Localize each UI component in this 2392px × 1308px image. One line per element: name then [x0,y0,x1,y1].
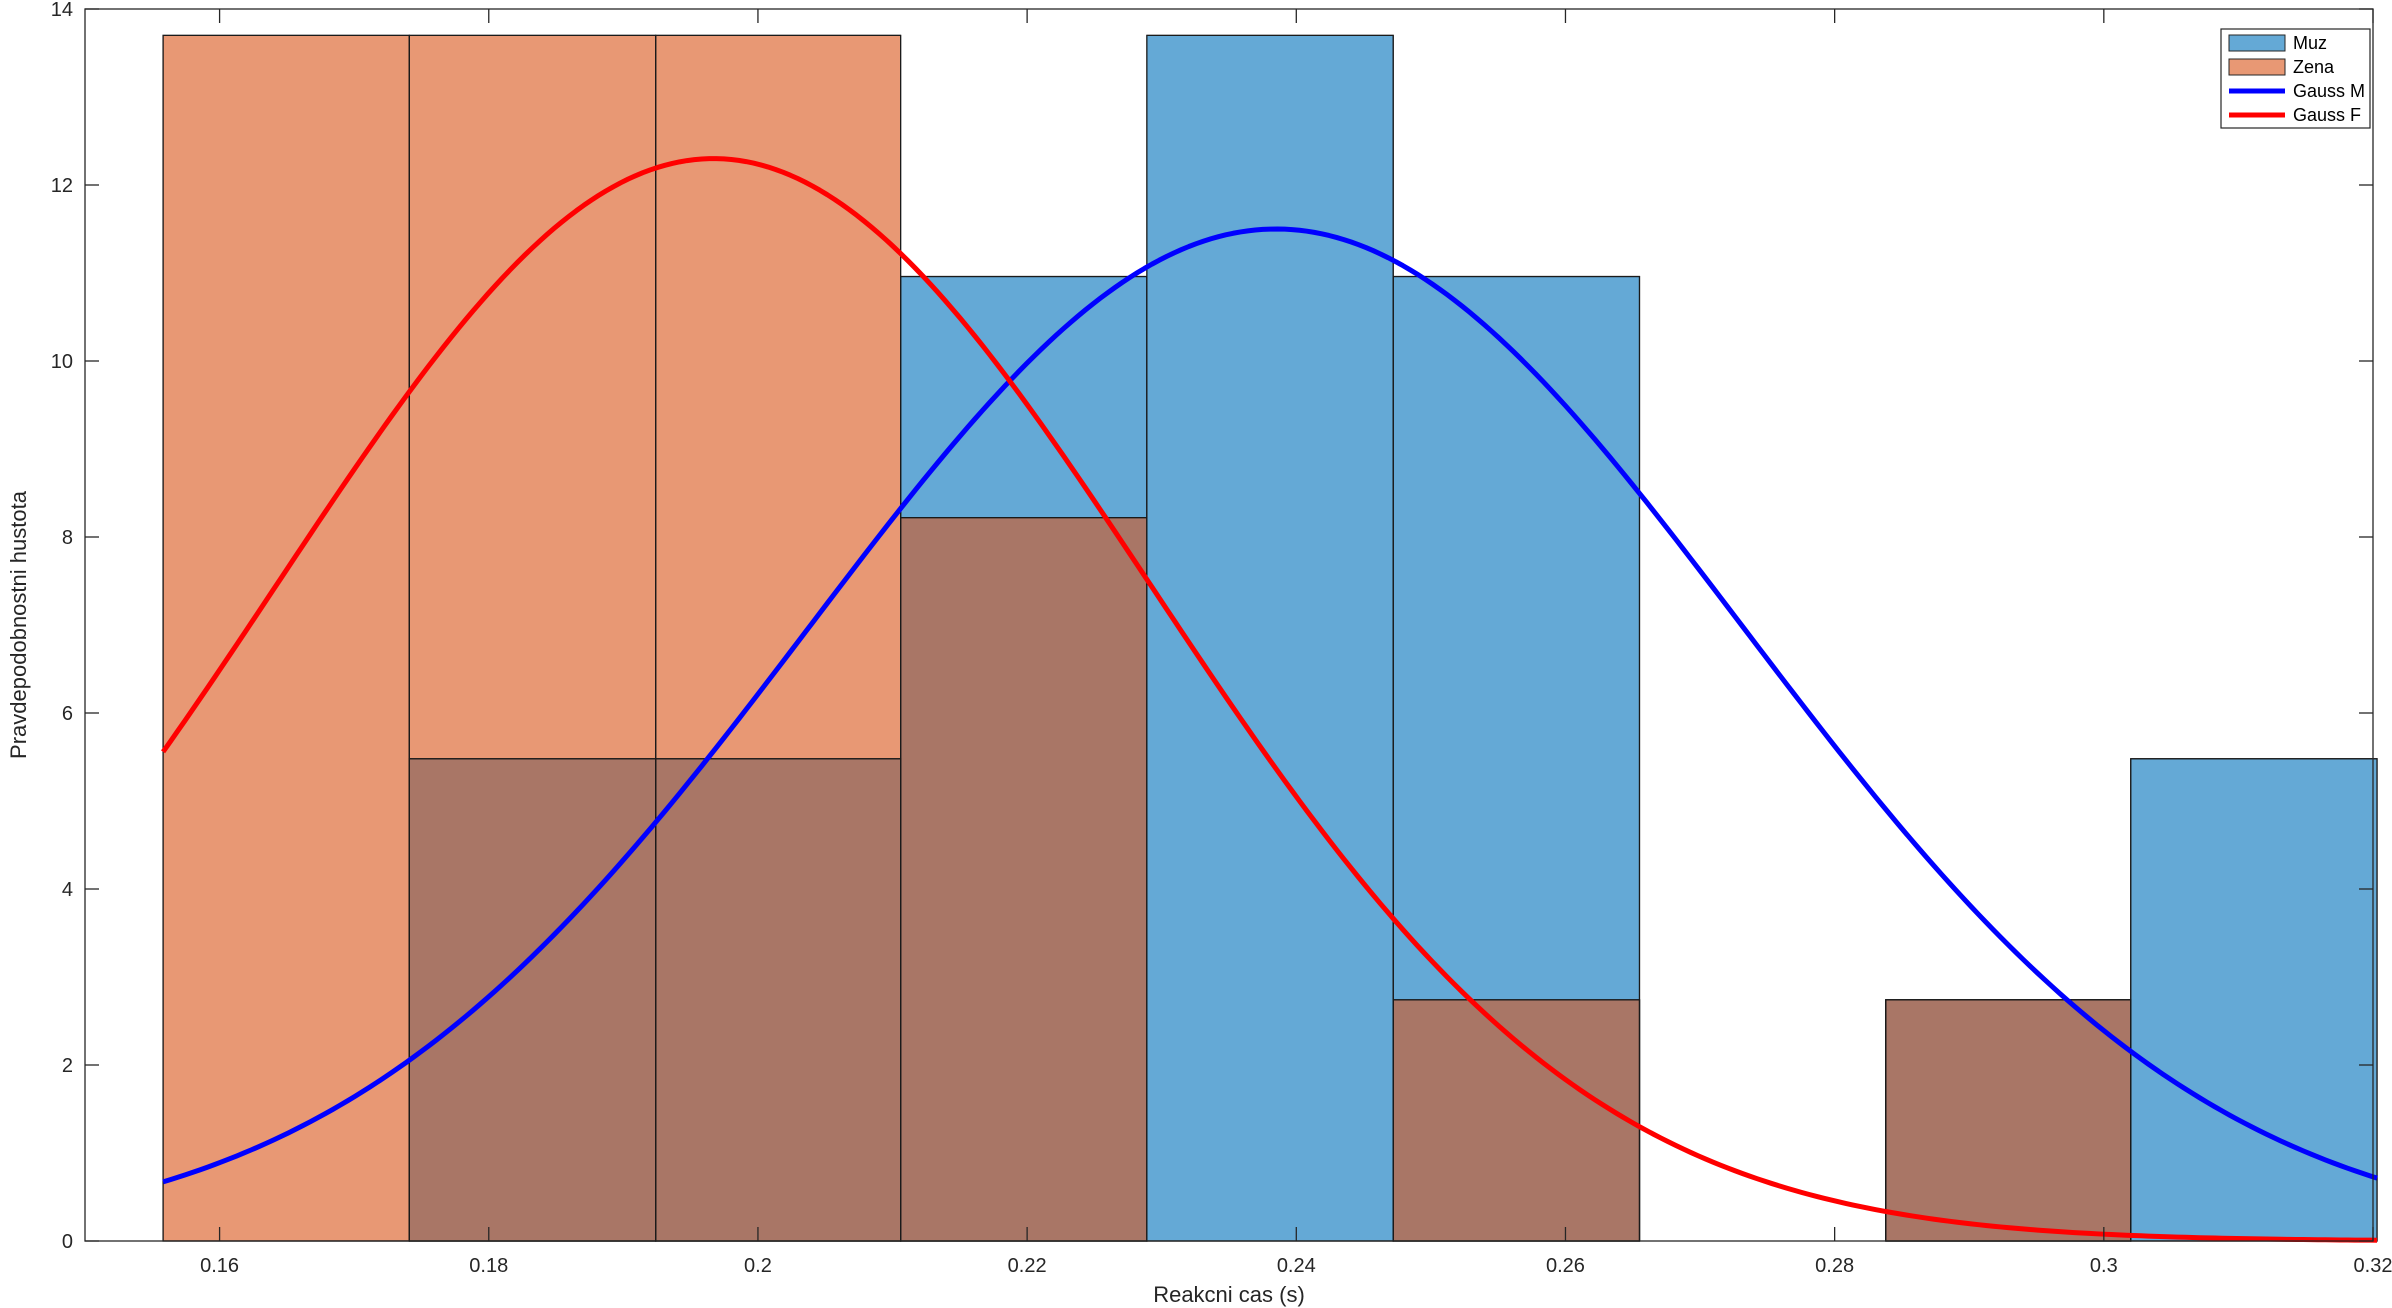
y-tick-label: 2 [62,1055,73,1077]
x-tick-label: 0.3 [2090,1255,2118,1277]
bar-overlap-2 [656,759,901,1241]
x-tick-label: 0.16 [200,1255,239,1277]
bar-overlap-3 [901,518,1147,1241]
legend-label: Gauss M [2293,81,2365,101]
y-tick-label: 4 [62,879,73,901]
bar-muz-8 [2131,759,2377,1241]
x-tick-label: 0.24 [1277,1255,1316,1277]
legend-swatch-zena [2229,59,2285,75]
bar-muz-5 [1393,277,1639,1000]
y-tick-label: 6 [62,703,73,725]
x-tick-label: 0.22 [1008,1255,1047,1277]
y-tick-label: 8 [62,527,73,549]
y-tick-label: 10 [51,351,73,373]
bar-overlap-1 [409,759,655,1241]
bar-overlap-5 [1393,1000,1639,1241]
legend-label: Zena [2293,57,2335,77]
x-tick-label: 0.18 [469,1255,508,1277]
bar-overlap-7 [1886,1000,2131,1241]
bar-zena-2 [656,35,901,758]
y-tick-label: 0 [62,1231,73,1253]
legend-label: Gauss F [2293,105,2361,125]
x-tick-label: 0.2 [744,1255,772,1277]
y-axis-label: Pravdepodobnostni hustota [6,490,31,759]
x-axis-label: Reakcni cas (s) [1153,1282,1305,1307]
bar-zena-1 [409,35,655,758]
x-tick-label: 0.32 [2354,1255,2392,1277]
y-tick-label: 14 [51,0,73,21]
x-tick-label: 0.26 [1546,1255,1585,1277]
bar-zena-0 [163,35,409,1241]
y-tick-label: 12 [51,175,73,197]
legend-swatch-muz [2229,35,2285,51]
legend: Muz Zena Gauss M Gauss F [2221,29,2370,128]
legend-label: Muz [2293,33,2327,53]
x-tick-label: 0.28 [1815,1255,1854,1277]
